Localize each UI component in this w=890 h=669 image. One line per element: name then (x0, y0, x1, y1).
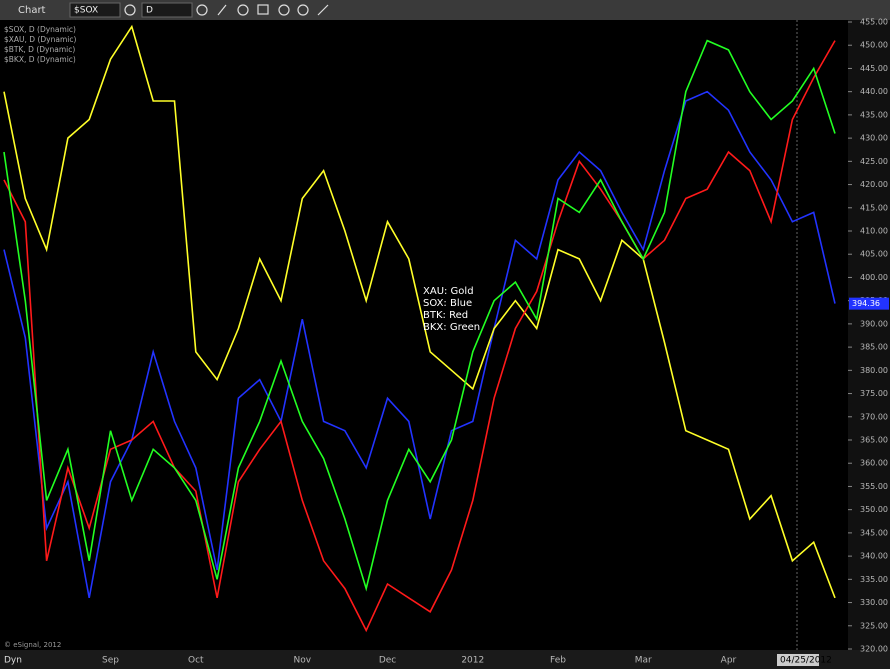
y-tick-label: 445.00 (860, 64, 888, 73)
x-axis-bar (0, 650, 890, 669)
legend-entry: $XAU, D (Dynamic) (4, 35, 76, 44)
mode-label[interactable]: Dyn (4, 656, 22, 666)
layout-icon[interactable] (257, 4, 269, 15)
draw-icon[interactable] (217, 4, 227, 16)
cursor-date: 04/25/2012 (780, 656, 832, 666)
x-tick-label: Mar (635, 656, 652, 666)
y-tick-label: 410.00 (860, 227, 888, 236)
y-tick-label: 330.00 (860, 598, 888, 607)
symbol-text: $SOX (74, 6, 98, 16)
y-tick-label: 450.00 (860, 41, 888, 50)
y-tick-label: 380.00 (860, 366, 888, 375)
y-tick-label: 370.00 (860, 412, 888, 421)
last-price-box (849, 297, 889, 310)
x-tick-label: Feb (550, 656, 566, 666)
y-tick-label: 440.00 (860, 87, 888, 96)
cursor-icon[interactable] (237, 4, 249, 16)
x-tick-label: Sep (102, 656, 119, 666)
x-tick-label: Apr (721, 656, 737, 666)
y-tick-label: 390.00 (860, 319, 888, 328)
y-tick-label: 385.00 (860, 343, 888, 352)
y-tick-label: 375.00 (860, 389, 888, 398)
y-tick-label: 350.00 (860, 505, 888, 514)
interval-text: D (146, 6, 153, 16)
window-title: Chart (18, 5, 46, 16)
legend-entry: $BTK, D (Dynamic) (4, 45, 75, 54)
y-tick-label: 425.00 (860, 157, 888, 166)
y-tick-label: 320.00 (860, 645, 888, 654)
erase-icon[interactable] (317, 4, 329, 16)
legend-entry: $BKX, D (Dynamic) (4, 55, 76, 64)
x-tick-label: Nov (294, 656, 312, 666)
y-tick-label: 435.00 (860, 110, 888, 119)
y-tick-label: 455.00 (860, 18, 888, 27)
refresh-icon[interactable] (196, 4, 208, 16)
cursor-date-box (777, 654, 819, 666)
copyright: © eSignal, 2012 (4, 641, 61, 649)
symbol-input[interactable] (69, 2, 121, 18)
legend-entry: $SOX, D (Dynamic) (4, 25, 76, 34)
toolbar (0, 0, 890, 20)
series-line (3, 24, 836, 599)
y-tick-label: 405.00 (860, 250, 888, 259)
series-line (3, 90, 836, 599)
y-tick-label: 415.00 (860, 203, 888, 212)
series-line (3, 40, 836, 633)
x-tick-label: Oct (188, 656, 204, 666)
annotation: BTK: Red (423, 310, 468, 321)
play-icon[interactable] (278, 4, 290, 16)
y-tick-label: 430.00 (860, 134, 888, 143)
y-tick-label: 325.00 (860, 621, 888, 630)
y-tick-label: 365.00 (860, 436, 888, 445)
y-tick-label: 400.00 (860, 273, 888, 282)
y-axis-bar (848, 20, 890, 650)
x-tick-label: 2012 (461, 656, 484, 666)
annotation: XAU: Gold (423, 286, 474, 297)
annotation: BKX: Green (423, 322, 480, 333)
annotation: SOX: Blue (423, 298, 472, 309)
y-tick-label: 335.00 (860, 575, 888, 584)
y-tick-label: 345.00 (860, 528, 888, 537)
link-icon[interactable] (124, 4, 136, 16)
y-tick-label: 360.00 (860, 459, 888, 468)
x-tick-label: Dec (379, 656, 396, 666)
y-tick-label: 420.00 (860, 180, 888, 189)
last-price-label: 394.36 (852, 299, 880, 308)
pause-icon[interactable] (297, 4, 309, 16)
series-line (3, 39, 836, 592)
interval-input[interactable] (141, 2, 193, 18)
y-tick-label: 340.00 (860, 552, 888, 561)
y-tick-label: 355.00 (860, 482, 888, 491)
